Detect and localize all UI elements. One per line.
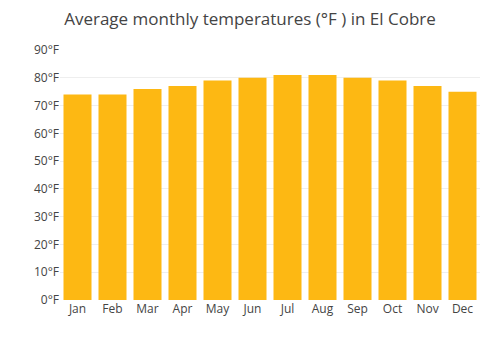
svg-text:Aug: Aug [312, 300, 334, 317]
svg-text:20°F: 20°F [34, 236, 59, 253]
svg-text:Apr: Apr [173, 300, 193, 317]
svg-text:Mar: Mar [136, 300, 158, 317]
svg-text:Average monthly temperatures (: Average monthly temperatures (°F ) in El… [64, 7, 436, 30]
svg-text:50°F: 50°F [34, 152, 59, 169]
svg-text:Dec: Dec [452, 300, 473, 317]
svg-text:Jul: Jul [280, 300, 295, 317]
svg-text:80°F: 80°F [34, 69, 59, 86]
svg-text:90°F: 90°F [34, 41, 59, 58]
svg-text:Sep: Sep [347, 300, 368, 317]
svg-text:70°F: 70°F [34, 97, 59, 114]
svg-text:40°F: 40°F [34, 180, 59, 197]
svg-text:Feb: Feb [102, 300, 122, 317]
svg-text:10°F: 10°F [34, 263, 59, 280]
svg-text:30°F: 30°F [34, 208, 59, 225]
svg-text:Jun: Jun [243, 300, 262, 317]
svg-text:Oct: Oct [383, 300, 402, 317]
svg-text:Nov: Nov [416, 300, 438, 317]
svg-text:May: May [206, 300, 230, 317]
svg-text:Jan: Jan [68, 300, 86, 317]
svg-text:60°F: 60°F [34, 125, 59, 142]
svg-text:0°F: 0°F [41, 291, 59, 308]
